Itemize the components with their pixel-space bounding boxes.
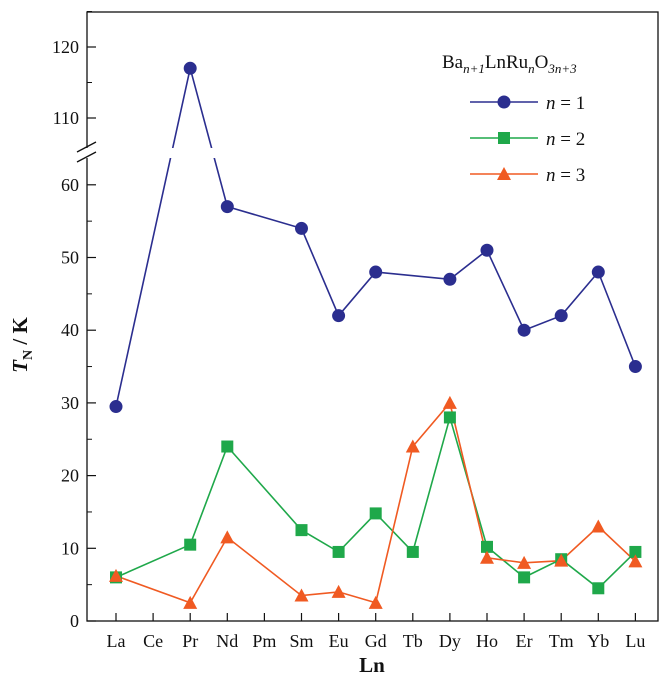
y-axis-title: TN / K — [8, 317, 36, 373]
x-tick-label: Pr — [182, 631, 198, 651]
data-point — [591, 519, 606, 533]
data-point — [592, 582, 605, 595]
axis-break-gap — [88, 148, 657, 158]
plot-border — [86, 11, 659, 622]
data-point — [405, 439, 420, 453]
data-point — [517, 555, 532, 569]
data-point — [220, 530, 235, 544]
data-point — [497, 167, 511, 180]
x-tick-label: Sm — [289, 631, 313, 651]
data-point — [220, 200, 234, 214]
y-tick-label: 120 — [52, 37, 79, 57]
x-tick-label: Eu — [329, 631, 349, 651]
x-tick-label: Lu — [625, 631, 645, 651]
data-point — [481, 540, 493, 553]
y-axis-title-rest: / K — [8, 317, 32, 350]
data-point — [332, 309, 346, 323]
y-axis-break-mark — [76, 151, 97, 163]
x-axis-title: Ln — [359, 653, 385, 677]
y-tick-label: 50 — [61, 248, 79, 268]
x-tick-label: Gd — [365, 631, 387, 651]
y-tick-label: 30 — [61, 393, 79, 413]
data-point — [184, 538, 197, 551]
data-point — [480, 243, 494, 257]
x-tick-label: La — [107, 631, 126, 651]
x-tick-label: Ho — [476, 631, 498, 651]
data-point — [183, 595, 198, 609]
data-point — [406, 545, 419, 558]
y-tick-label: 110 — [53, 108, 79, 128]
series-line — [115, 68, 637, 407]
data-point — [591, 265, 605, 279]
data-point — [443, 411, 456, 424]
data-point — [629, 545, 642, 558]
legend-label: n = 3 — [546, 165, 585, 186]
data-point — [331, 584, 346, 598]
data-point — [332, 545, 345, 558]
data-point — [443, 272, 457, 286]
legend-title: Ban+1LnRunO3n+3 — [442, 52, 577, 76]
x-tick-label: Yb — [587, 631, 609, 651]
data-point — [369, 507, 382, 520]
legend-label: n = 2 — [546, 129, 585, 150]
y-tick-label: 60 — [61, 175, 79, 195]
y-tick-label: 10 — [61, 538, 79, 558]
x-tick-label: Ce — [143, 631, 163, 651]
data-point — [295, 221, 308, 235]
data-point — [221, 440, 234, 453]
data-point — [294, 588, 309, 602]
data-point — [109, 400, 123, 414]
data-point — [442, 395, 457, 409]
data-point — [628, 554, 643, 568]
y-axis-title-main: T — [8, 359, 32, 373]
x-tick-label: Nd — [216, 631, 238, 651]
data-point — [517, 323, 531, 337]
data-point — [554, 309, 568, 323]
y-axis-title-sub: N — [21, 350, 36, 360]
x-tick-label: Dy — [439, 631, 461, 651]
data-point — [518, 571, 531, 584]
x-tick-label: Pm — [252, 631, 276, 651]
legend-label: n = 1 — [546, 93, 585, 114]
data-point — [498, 132, 510, 144]
series-line — [115, 401, 636, 604]
x-tick-label: Tb — [403, 631, 423, 651]
y-axis-break-mark — [76, 141, 97, 153]
data-point — [554, 553, 569, 567]
data-point — [628, 360, 642, 374]
legend: n = 1 n = 2 n = 3 — [470, 93, 585, 186]
y-tick-label: 40 — [61, 320, 79, 340]
y-axis-break-gap — [77, 148, 97, 158]
x-tick-label: Tm — [549, 631, 574, 651]
data-point — [497, 95, 511, 109]
y-tick-label: 20 — [61, 466, 79, 486]
data-point — [369, 265, 383, 279]
data-point — [183, 61, 197, 75]
y-tick-label: 0 — [70, 611, 79, 631]
series-layer — [88, 61, 657, 609]
ticks-layer: 0 10 20 30 40 50 60 110 120 La Ce Pr Nd Pm Sm Eu Gd Tb Dy H… — [52, 11, 645, 651]
plot-frame — [76, 11, 659, 622]
data-point — [480, 550, 494, 564]
data-point — [368, 595, 383, 609]
data-point — [109, 568, 123, 582]
x-tick-label: Er — [516, 631, 533, 651]
data-point — [295, 524, 308, 537]
